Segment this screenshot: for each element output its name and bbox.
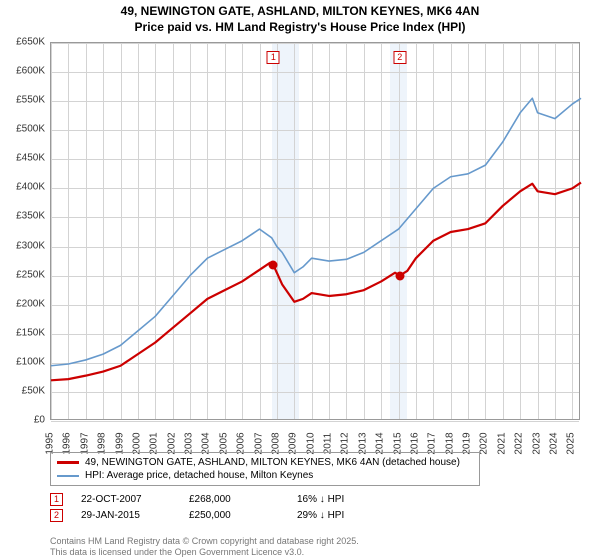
chart-area: 12 £0£50K£100K£150K£200K£250K£300K£350K£… (50, 42, 580, 420)
series-hpi (51, 98, 581, 366)
x-tick-label: 2024 (548, 432, 559, 454)
y-tick-label: £300K (16, 240, 45, 251)
x-tick-label: 2025 (566, 432, 577, 454)
y-tick-label: £450K (16, 153, 45, 164)
footer-attribution: Contains HM Land Registry data © Crown c… (50, 536, 359, 558)
sale-number-badge: 2 (50, 509, 63, 522)
sale-dot-1 (269, 261, 278, 270)
footer-line-1: Contains HM Land Registry data © Crown c… (50, 536, 359, 547)
y-tick-label: £50K (22, 385, 45, 396)
plot-region: 12 (50, 42, 580, 420)
y-tick-label: £0 (34, 415, 45, 426)
sale-date: 29-JAN-2015 (81, 510, 171, 521)
x-tick-label: 2022 (514, 432, 525, 454)
sale-price: £268,000 (189, 494, 279, 505)
legend-label: HPI: Average price, detached house, Milt… (85, 470, 313, 481)
series-price_paid (51, 183, 581, 381)
y-tick-label: £150K (16, 327, 45, 338)
legend-label: 49, NEWINGTON GATE, ASHLAND, MILTON KEYN… (85, 457, 460, 468)
footer-line-2: This data is licensed under the Open Gov… (50, 547, 359, 558)
legend-swatch (57, 475, 79, 477)
sale-row: 1 22-OCT-2007 £268,000 16% ↓ HPI (50, 493, 387, 506)
line-series-svg (51, 43, 581, 421)
x-tick-label: 2023 (531, 432, 542, 454)
grid-line-h (51, 421, 579, 422)
sale-marker-2: 2 (393, 51, 406, 64)
sale-marker-1: 1 (267, 51, 280, 64)
legend-item: 49, NEWINGTON GATE, ASHLAND, MILTON KEYN… (57, 456, 473, 469)
y-tick-label: £550K (16, 95, 45, 106)
legend-swatch (57, 461, 79, 464)
y-tick-label: £200K (16, 298, 45, 309)
y-tick-label: £250K (16, 269, 45, 280)
legend: 49, NEWINGTON GATE, ASHLAND, MILTON KEYN… (50, 452, 480, 486)
y-tick-label: £650K (16, 37, 45, 48)
y-tick-label: £350K (16, 211, 45, 222)
chart-title: 49, NEWINGTON GATE, ASHLAND, MILTON KEYN… (0, 0, 600, 35)
sale-row: 2 29-JAN-2015 £250,000 29% ↓ HPI (50, 509, 387, 522)
y-tick-label: £400K (16, 182, 45, 193)
sale-date: 22-OCT-2007 (81, 494, 171, 505)
sales-table: 1 22-OCT-2007 £268,000 16% ↓ HPI 2 29-JAN-201… (50, 493, 387, 525)
x-tick-label: 2020 (479, 432, 490, 454)
x-tick-label: 2021 (496, 432, 507, 454)
title-line-2: Price paid vs. HM Land Registry's House … (0, 20, 600, 36)
legend-item: HPI: Average price, detached house, Milt… (57, 469, 473, 482)
sale-price: £250,000 (189, 510, 279, 521)
sale-dot-2 (395, 271, 404, 280)
y-tick-label: £600K (16, 66, 45, 77)
sale-hpi-diff: 16% ↓ HPI (297, 494, 387, 505)
y-tick-label: £100K (16, 356, 45, 367)
sale-number-badge: 1 (50, 493, 63, 506)
sale-hpi-diff: 29% ↓ HPI (297, 510, 387, 521)
title-line-1: 49, NEWINGTON GATE, ASHLAND, MILTON KEYN… (0, 4, 600, 20)
y-tick-label: £500K (16, 124, 45, 135)
